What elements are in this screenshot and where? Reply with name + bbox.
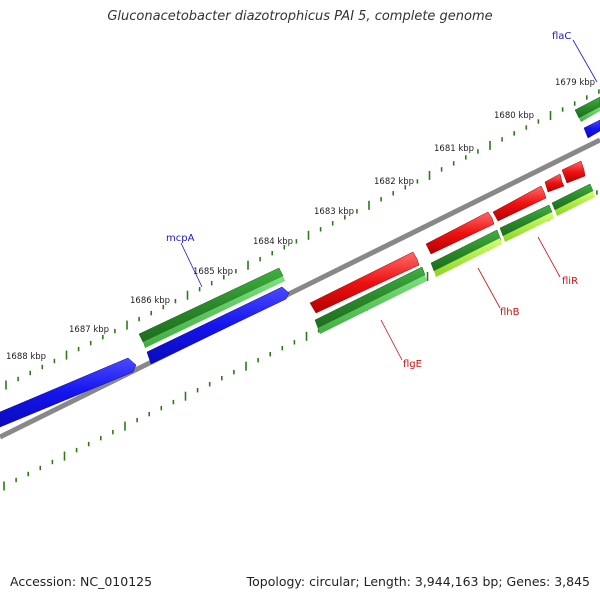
flgE-gene-shadow xyxy=(318,275,427,334)
flgE-red-gene[interactable] xyxy=(309,251,420,314)
scale-labels: 1679 kbp 1680 kbp 1681 kbp 1682 kbp 1683… xyxy=(6,78,595,362)
flaC-gene-shadow xyxy=(579,107,600,122)
fliR-red-gene-2[interactable] xyxy=(561,160,586,184)
flhB-gene[interactable] xyxy=(425,211,495,255)
fliR-leader xyxy=(537,236,561,278)
scale-label: 1684 kbp xyxy=(253,237,293,247)
flgE-leader xyxy=(380,319,403,361)
scale-label: 1679 kbp xyxy=(555,78,595,88)
flhB-lower-gene-shadow xyxy=(434,238,502,277)
flhB-label[interactable]: flhB xyxy=(500,307,520,318)
top-right-blue-gene[interactable] xyxy=(583,119,600,139)
genome-stats-text: Topology: circular; Length: 3,944,163 bp… xyxy=(246,574,590,589)
scale-label: 1682 kbp xyxy=(374,177,414,187)
flaC-leader xyxy=(572,39,598,83)
scale-label: 1686 kbp xyxy=(130,296,170,306)
fliR-gene[interactable] xyxy=(544,173,565,193)
scale-label: 1688 kbp xyxy=(6,352,46,362)
flhB-red-gene-2[interactable] xyxy=(492,185,547,222)
mcpA-gene-shadow xyxy=(143,276,285,348)
accession-text: Accession: NC_010125 xyxy=(10,574,153,589)
scale-label: 1683 kbp xyxy=(314,207,354,217)
fliR-lower-gene-shadow xyxy=(555,191,595,216)
flaC-label[interactable]: flaC xyxy=(552,31,571,42)
scale-label: 1681 kbp xyxy=(434,144,474,154)
scale-label: 1685 kbp xyxy=(193,267,233,277)
flgE-label[interactable]: flgE xyxy=(403,359,422,370)
mid-lower-gene-shadow xyxy=(503,212,554,242)
genome-backbone xyxy=(0,137,600,440)
fliR-label[interactable]: fliR xyxy=(562,276,578,287)
mcpA-leader xyxy=(180,242,203,288)
upper-tick-track xyxy=(5,89,600,390)
scale-label: 1687 kbp xyxy=(69,325,109,335)
left-blue-gene[interactable] xyxy=(0,357,137,428)
mcpA-label[interactable]: mcpA xyxy=(166,233,195,244)
scale-label: 1680 kbp xyxy=(494,111,534,121)
flaC-gene[interactable] xyxy=(574,96,600,119)
flhB-leader xyxy=(477,267,501,309)
map-title: Gluconacetobacter diazotrophicus PAI 5, … xyxy=(107,9,493,24)
mcpA-partner-gene[interactable] xyxy=(146,286,290,365)
